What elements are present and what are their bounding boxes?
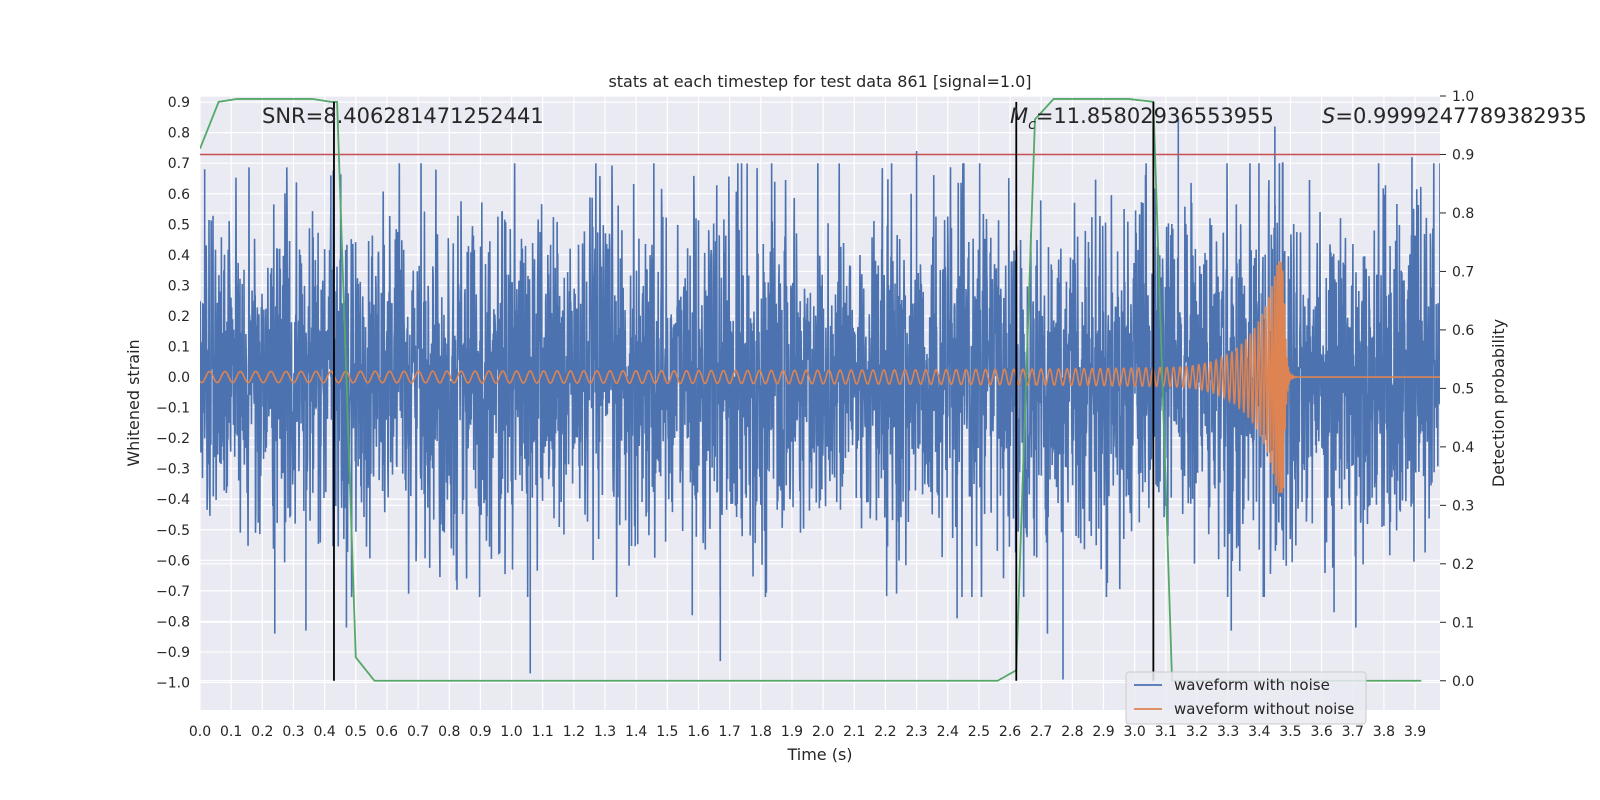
y2-tick-label: 0.5 bbox=[1452, 381, 1474, 397]
series-detection-probability bbox=[200, 98, 1422, 682]
legend-frame bbox=[1125, 671, 1367, 725]
y-tick-label: 0.6 bbox=[168, 187, 190, 203]
y2-tick-label: 1.0 bbox=[1452, 89, 1474, 105]
x-tick-label: 1.8 bbox=[750, 724, 772, 740]
y2-tick-label: 0.3 bbox=[1452, 498, 1474, 514]
y-tick-label: 0.5 bbox=[168, 217, 190, 233]
y-axis-label: Whitened strain bbox=[124, 339, 143, 466]
x-tick-label: 3.1 bbox=[1155, 724, 1177, 740]
legend: waveform with noise waveform without noi… bbox=[1125, 671, 1367, 725]
y-tick-label: −0.4 bbox=[156, 492, 190, 508]
y2-tick-label: 0.7 bbox=[1452, 264, 1474, 280]
y2-axis-label: Detection probability bbox=[1489, 319, 1508, 487]
y2-axis-ticks: 0.0 0.1 0.2 0.3 0.4 0.5 0.6 0.7 0.8 0.9 1.0 bbox=[1440, 89, 1474, 690]
y2-tick-label: 0.8 bbox=[1452, 206, 1474, 222]
x-tick-label: 2.8 bbox=[1061, 724, 1083, 740]
x-tick-label: 1.4 bbox=[625, 724, 647, 740]
y-tick-label: 0.0 bbox=[168, 370, 190, 386]
x-tick-label: 0.6 bbox=[376, 724, 398, 740]
y-tick-label: −0.9 bbox=[156, 645, 190, 661]
legend-label-clean: waveform without noise bbox=[1174, 700, 1354, 718]
y-tick-label: −0.7 bbox=[156, 584, 190, 600]
y-tick-label: −1.0 bbox=[156, 676, 190, 692]
chirp-mass-symbol: M bbox=[1010, 104, 1028, 128]
x-tick-label: 1.6 bbox=[687, 724, 709, 740]
y-tick-label: −0.8 bbox=[156, 614, 190, 630]
y-tick-label: 0.8 bbox=[168, 126, 190, 142]
y-tick-label: −0.1 bbox=[156, 401, 190, 417]
y-tick-label: 0.7 bbox=[168, 156, 190, 172]
y-tick-label: 0.2 bbox=[168, 309, 190, 325]
x-axis-ticks: 0.0 0.1 0.2 0.3 0.4 0.5 0.6 0.7 0.8 0.9 1.0 1.1 1.2 1… bbox=[189, 724, 1426, 740]
x-tick-label: 1.1 bbox=[532, 724, 554, 740]
y-axis-ticks: 0.9 0.8 0.7 0.6 0.5 0.4 0.3 0.2 0.1 0.0 −0.1 −0.2 −0… bbox=[156, 95, 190, 691]
x-tick-label: 0.0 bbox=[189, 724, 211, 740]
x-tick-label: 3.8 bbox=[1373, 724, 1395, 740]
score-value: =0.9999247789382935 bbox=[1335, 104, 1586, 128]
y2-tick-label: 0.0 bbox=[1452, 674, 1474, 690]
y-tick-label: −0.6 bbox=[156, 553, 190, 569]
x-tick-label: 0.1 bbox=[220, 724, 242, 740]
y-tick-label: 0.1 bbox=[168, 339, 190, 355]
x-tick-label: 0.9 bbox=[469, 724, 491, 740]
legend-label-noise: waveform with noise bbox=[1174, 676, 1330, 694]
score-annotation: S=0.9999247789382935 bbox=[1322, 104, 1587, 128]
x-tick-label: 3.4 bbox=[1248, 724, 1270, 740]
chirp-mass-annotation: Mc=11.85802936553955 bbox=[1010, 104, 1274, 133]
chirp-mass-subscript: c bbox=[1028, 117, 1036, 133]
x-tick-label: 2.2 bbox=[874, 724, 896, 740]
series-waveform-with-noise bbox=[200, 117, 1440, 680]
score-symbol: S bbox=[1322, 104, 1335, 128]
x-tick-label: 2.9 bbox=[1092, 724, 1114, 740]
chirp-mass-value: =11.85802936553955 bbox=[1036, 104, 1274, 128]
series-waveform-without-noise bbox=[200, 261, 1440, 494]
vertical-marker-lines bbox=[333, 101, 1155, 681]
x-tick-label: 2.3 bbox=[905, 724, 927, 740]
x-tick-label: 0.3 bbox=[282, 724, 304, 740]
x-tick-label: 3.6 bbox=[1310, 724, 1332, 740]
x-tick-label: 0.4 bbox=[313, 724, 335, 740]
x-tick-label: 1.9 bbox=[781, 724, 803, 740]
x-tick-label: 1.2 bbox=[563, 724, 585, 740]
y2-tick-label: 0.4 bbox=[1452, 440, 1474, 456]
x-tick-label: 3.0 bbox=[1124, 724, 1146, 740]
y-tick-label: 0.9 bbox=[168, 95, 190, 111]
x-tick-label: 1.5 bbox=[656, 724, 678, 740]
y2-tick-label: 0.1 bbox=[1452, 615, 1474, 631]
x-tick-label: 2.0 bbox=[812, 724, 834, 740]
x-tick-label: 1.7 bbox=[719, 724, 741, 740]
x-axis-label: Time (s) bbox=[786, 745, 852, 764]
x-tick-label: 2.7 bbox=[1030, 724, 1052, 740]
y2-tick-label: 0.2 bbox=[1452, 557, 1474, 573]
y2-tick-label: 0.9 bbox=[1452, 147, 1474, 163]
x-tick-label: 0.2 bbox=[251, 724, 273, 740]
x-tick-label: 0.5 bbox=[345, 724, 367, 740]
snr-annotation: SNR=8.406281471252441 bbox=[262, 104, 544, 128]
y2-tick-label: 0.6 bbox=[1452, 323, 1474, 339]
x-tick-label: 0.7 bbox=[407, 724, 429, 740]
y-tick-label: −0.2 bbox=[156, 431, 190, 447]
y-tick-label: 0.3 bbox=[168, 278, 190, 294]
x-tick-label: 3.3 bbox=[1217, 724, 1239, 740]
y-tick-label: −0.5 bbox=[156, 523, 190, 539]
x-tick-label: 3.5 bbox=[1279, 724, 1301, 740]
x-tick-label: 3.7 bbox=[1342, 724, 1364, 740]
x-tick-label: 2.6 bbox=[999, 724, 1021, 740]
y-tick-label: −0.3 bbox=[156, 462, 190, 478]
x-tick-label: 2.1 bbox=[843, 724, 865, 740]
x-tick-label: 3.9 bbox=[1404, 724, 1426, 740]
x-tick-label: 2.4 bbox=[937, 724, 959, 740]
x-tick-label: 2.5 bbox=[968, 724, 990, 740]
chart-title: stats at each timestep for test data 861… bbox=[608, 72, 1031, 91]
y-tick-label: 0.4 bbox=[168, 248, 190, 264]
x-tick-label: 1.3 bbox=[594, 724, 616, 740]
x-tick-label: 0.8 bbox=[438, 724, 460, 740]
x-tick-label: 3.2 bbox=[1186, 724, 1208, 740]
x-tick-label: 1.0 bbox=[500, 724, 522, 740]
